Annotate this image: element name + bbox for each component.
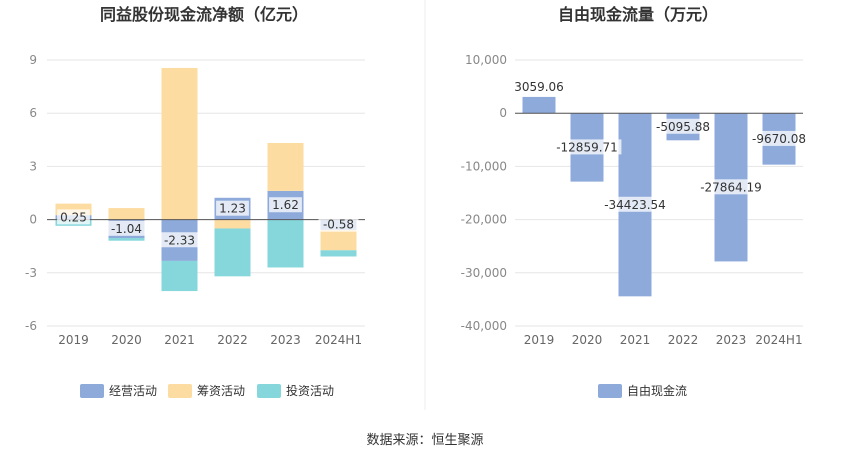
left-legend-label: 经营活动 xyxy=(109,384,157,398)
left-bar-investing xyxy=(267,219,304,268)
left-chart: 9 6 3 0 -3 -6 2019 2020 2021 2022 2023 2024H1 0.25 -1… xyxy=(25,53,365,398)
left-bar-investing xyxy=(320,250,357,257)
left-legend-label: 筹资活动 xyxy=(197,384,245,398)
left-x-tick-label: 2023 xyxy=(270,333,301,347)
right-chart-title: 自由现金流量（万元） xyxy=(558,5,718,24)
left-bar-financing xyxy=(161,67,198,220)
right-y-tick-label: 10,000 xyxy=(465,53,507,67)
right-x-tick-label: 2020 xyxy=(572,333,603,347)
left-bar-investing xyxy=(214,228,251,277)
left-bar-financing xyxy=(214,219,251,229)
left-bar-investing xyxy=(161,260,198,292)
left-data-label-bg xyxy=(159,232,200,248)
right-data-label: -9670.08 xyxy=(752,132,806,146)
left-data-label: 1.23 xyxy=(219,202,246,216)
left-legend-swatch xyxy=(257,384,281,398)
right-legend-label: 自由现金流 xyxy=(627,383,687,398)
left-legend-swatch xyxy=(168,384,192,398)
right-data-label-bg xyxy=(748,130,810,146)
left-bar-financing xyxy=(320,229,357,251)
left-data-label-bg xyxy=(57,209,90,225)
left-y-tick-label: 9 xyxy=(29,53,37,67)
left-data-label-bg xyxy=(106,220,147,236)
right-x-tick-label: 2024H1 xyxy=(755,333,802,347)
right-chart: 10,000 0 -10,000 -20,000 -30,000 -40,000 2019 2… xyxy=(461,53,810,398)
left-bar-financing xyxy=(267,142,304,191)
right-y-tick-label: -20,000 xyxy=(461,213,507,227)
right-x-tick-label: 2023 xyxy=(716,333,747,347)
left-x-tick-label: 2022 xyxy=(217,333,248,347)
left-y-tick-label: 3 xyxy=(29,159,37,173)
left-data-label: -2.33 xyxy=(164,233,195,247)
right-bar-free-cash-flow xyxy=(522,96,556,114)
left-data-label: 0.25 xyxy=(60,210,87,224)
left-x-tick-label: 2021 xyxy=(164,333,195,347)
right-y-tick-label: -40,000 xyxy=(461,319,507,333)
left-legend-swatch xyxy=(80,384,104,398)
source-note: 数据来源：恒生聚源 xyxy=(366,433,484,448)
left-data-label-bg xyxy=(269,197,302,213)
right-data-label: -34423.54 xyxy=(604,198,666,212)
right-data-label-bg xyxy=(511,78,567,94)
right-y-tick-label: -10,000 xyxy=(461,159,507,173)
right-data-label: -27864.19 xyxy=(700,180,762,194)
left-y-tick-label: -3 xyxy=(25,266,37,280)
left-y-tick-label: -6 xyxy=(25,319,37,333)
right-data-label: -12859.71 xyxy=(556,140,618,154)
left-legend-label: 投资活动 xyxy=(286,383,334,398)
left-x-tick-label: 2020 xyxy=(111,333,142,347)
left-chart-title: 同益股份现金流净额（亿元） xyxy=(100,5,308,24)
right-data-label: -5095.88 xyxy=(656,120,710,134)
right-y-tick-label: -30,000 xyxy=(461,266,507,280)
left-y-tick-label: 6 xyxy=(29,106,37,120)
left-bar-investing xyxy=(108,238,145,241)
right-data-label-bg xyxy=(600,196,670,212)
left-x-tick-label: 2019 xyxy=(58,333,89,347)
right-legend-swatch xyxy=(598,384,622,398)
left-data-label-bg xyxy=(318,216,359,232)
right-y-tick-label: 0 xyxy=(499,106,507,120)
right-data-label-bg xyxy=(652,118,714,134)
right-data-label: 3059.06 xyxy=(514,80,564,94)
left-data-label: -0.58 xyxy=(323,218,354,232)
left-data-label-bg xyxy=(216,200,249,216)
left-data-label: 1.62 xyxy=(272,198,299,212)
left-y-tick-label: 0 xyxy=(29,213,37,227)
right-x-tick-label: 2019 xyxy=(524,333,555,347)
right-data-label-bg xyxy=(552,139,622,155)
left-bar-financing xyxy=(108,208,145,220)
left-x-tick-label: 2024H1 xyxy=(315,333,362,347)
right-data-label-bg xyxy=(696,179,766,195)
right-x-tick-label: 2022 xyxy=(668,333,699,347)
right-x-tick-label: 2021 xyxy=(620,333,651,347)
left-data-label: -1.04 xyxy=(111,222,142,236)
